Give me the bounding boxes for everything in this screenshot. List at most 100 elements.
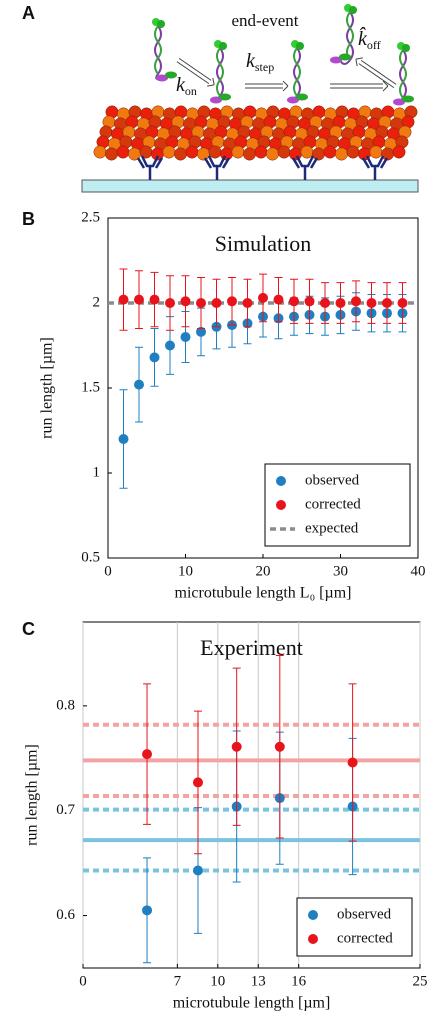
motor-tail (349, 6, 357, 14)
point (320, 298, 330, 308)
tubulin (323, 145, 337, 159)
point (274, 741, 285, 752)
arrow-head (207, 77, 215, 87)
tubulin (116, 145, 130, 159)
rate-subscript: on (185, 84, 197, 98)
tubulin (392, 145, 406, 159)
x-tick-label: 13 (251, 973, 266, 989)
point (242, 298, 253, 308)
tubulin (312, 147, 325, 161)
point (134, 294, 144, 305)
motor-head (210, 96, 222, 104)
y-tick-label: 0.7 (56, 802, 75, 818)
motor-head (402, 95, 414, 103)
rate-label: k̂off (358, 26, 381, 52)
y-tick-label: 2.5 (81, 209, 100, 225)
tubulin (185, 145, 199, 159)
motor-head (156, 74, 168, 82)
y-tick-label: 0.8 (56, 697, 75, 713)
x-axis-label: microtubule length [µm] (173, 995, 331, 1012)
chart-title: Experiment (200, 635, 303, 660)
y-tick-label: 0.6 (56, 907, 75, 923)
point (227, 296, 237, 307)
arrow-head (282, 80, 289, 92)
legend-swatch (276, 476, 286, 486)
legend-swatch (276, 500, 286, 510)
y-tick-label: 1 (93, 464, 101, 480)
rate-symbol: k (246, 50, 256, 72)
motor-tail (157, 20, 165, 28)
point (142, 749, 153, 760)
motor-head (296, 93, 308, 101)
x-tick-label: 40 (411, 563, 426, 579)
rate-symbol: k (176, 74, 186, 96)
tubulin (243, 147, 256, 161)
rate-subscript: step (255, 60, 274, 74)
motor-head (330, 56, 342, 64)
point (304, 296, 315, 307)
x-tick-label: 25 (413, 973, 428, 989)
panel-label: B (22, 209, 35, 229)
point (192, 777, 203, 788)
point (351, 296, 361, 307)
legend (296, 897, 413, 957)
point (118, 434, 129, 444)
x-tick-label: 10 (178, 563, 193, 579)
point (289, 296, 299, 307)
panel-label: C (22, 619, 35, 639)
tubulin (197, 147, 210, 161)
legend-label: observed (337, 906, 392, 922)
motor-tail (402, 44, 410, 52)
motor-head (287, 96, 299, 104)
legend-label: corrected (337, 930, 393, 946)
point (366, 298, 377, 308)
legend-label: expected (305, 520, 359, 536)
legend-label: corrected (305, 496, 361, 512)
y-axis-label: run length [µm] (24, 744, 41, 846)
point (231, 741, 242, 752)
point (118, 294, 129, 305)
x-axis-label: microtubule length L₀ [µm] (175, 585, 352, 602)
rate-arrow (330, 83, 383, 89)
point (196, 298, 206, 308)
rate-label: kstep (246, 50, 274, 74)
tubulin (335, 147, 348, 161)
point (192, 865, 203, 876)
rate-symbol: k̂ (358, 26, 368, 50)
x-tick-label: 20 (256, 563, 271, 579)
tubulin (346, 145, 360, 159)
tubulin (174, 147, 187, 161)
motor-stalk (293, 47, 301, 97)
rate-arrow (358, 59, 397, 89)
point (347, 757, 358, 768)
tubulin (105, 147, 118, 161)
antibody (136, 155, 164, 180)
motor-stalk (399, 49, 407, 99)
motor-head (219, 93, 231, 101)
tubulin (369, 145, 383, 159)
y-axis-label: run length [µm] (39, 337, 56, 439)
rate-arrow (176, 57, 212, 85)
point (134, 379, 144, 390)
motor-stalk (346, 11, 354, 61)
rate-subscript: off (367, 38, 381, 52)
point (382, 298, 392, 308)
point (165, 298, 175, 308)
x-tick-label: 0 (79, 973, 87, 989)
tubulin (208, 145, 222, 159)
tubulin (162, 145, 176, 159)
x-tick-label: 30 (333, 563, 348, 579)
antibody (291, 155, 319, 180)
rate-label: kon (176, 74, 197, 98)
legend-label: observed (305, 472, 360, 488)
x-tick-label: 10 (210, 973, 225, 989)
tubulin (300, 145, 314, 159)
motor-head (339, 53, 351, 61)
point (258, 292, 268, 303)
point (149, 294, 160, 305)
point (142, 905, 153, 916)
antibody (203, 155, 231, 180)
point (211, 298, 222, 308)
x-tick-label: 0 (104, 563, 112, 579)
